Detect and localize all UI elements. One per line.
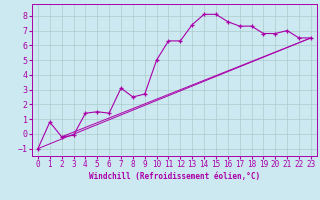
X-axis label: Windchill (Refroidissement éolien,°C): Windchill (Refroidissement éolien,°C) — [89, 172, 260, 181]
